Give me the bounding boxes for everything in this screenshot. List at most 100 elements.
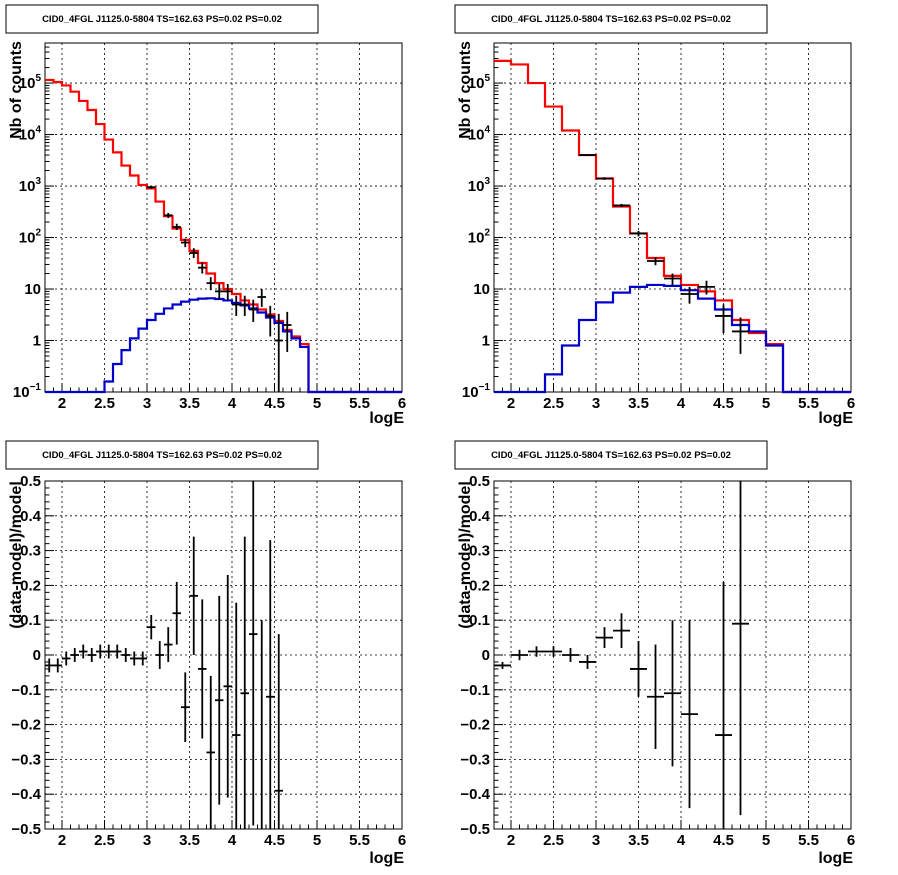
title-box [5,440,319,470]
x-tick-label: 3.5 [179,395,200,412]
x-tick-label: 4 [228,832,237,849]
y-axis-label: (data-model)/model [8,481,25,629]
source-model-histogram [494,283,851,394]
y-tick-label: 0 [33,647,41,664]
y-tick-label: −0.3 [11,751,41,768]
x-tick-label: 2.5 [94,832,115,849]
x-tick-label: 2.5 [543,832,564,849]
y-tick-exponent: 2 [484,228,490,239]
x-axis-label: logE [369,410,404,427]
y-axis-label: Nb of counts [8,41,25,139]
x-tick-label: 5 [313,832,321,849]
x-tick-label: 2 [58,395,66,412]
plot-frame [44,42,403,393]
total-model-histogram [494,59,851,394]
y-tick-label: 10 [24,281,41,298]
y-axis-label: Nb of counts [457,41,474,139]
x-tick-label: 2 [58,832,66,849]
y-tick-label: 0.2 [469,577,490,594]
x-axis-label: logE [369,850,404,867]
x-tick-label: 4 [677,832,686,849]
plot-frame [493,42,852,393]
y-tick-label: −0.1 [460,682,490,699]
source-model-histogram [45,297,402,394]
panel-residual-right: CID0_4FGL J1125.0-5804 TS=162.63 PS=0.02… [454,440,855,867]
x-tick-label: 5.5 [798,395,819,412]
y-tick-label: 102 [19,228,42,247]
y-tick-label: 0.5 [20,473,41,490]
y-tick-label: 10−1 [13,382,42,401]
x-tick-label: 5.5 [798,832,819,849]
y-tick-label: 0.3 [20,543,41,560]
y-tick-label: 10−1 [462,382,491,401]
y-tick-label: 0.4 [20,508,42,525]
y-tick-exponent: 5 [35,73,41,84]
x-tick-label: 3 [143,395,151,412]
x-tick-label: 4 [677,395,686,412]
total-model-histogram [45,78,402,394]
panel-residual-left: CID0_4FGL J1125.0-5804 TS=162.63 PS=0.02… [5,440,406,867]
y-tick-label: 0.3 [469,543,490,560]
title-box [454,4,768,34]
y-tick-label: −0.5 [460,821,490,838]
x-tick-label: 2 [507,832,515,849]
x-tick-label: 6 [398,395,406,412]
x-tick-label: 4.5 [713,395,734,412]
x-axis-label: logE [818,410,853,427]
y-tick-label: 1 [33,333,41,350]
x-tick-label: 4.5 [713,832,734,849]
panel-title: CID0_4FGL J1125.0-5804 TS=162.63 PS=0.02… [491,450,731,461]
y-tick-label: 10 [473,281,490,298]
panel-title: CID0_4FGL J1125.0-5804 TS=162.63 PS=0.02… [42,14,282,25]
y-tick-label: −0.3 [460,751,490,768]
x-tick-label: 4.5 [264,395,285,412]
y-tick-exponent: 3 [35,176,41,187]
x-tick-label: 5.5 [349,395,370,412]
x-tick-label: 3.5 [628,395,649,412]
y-tick-label: 0.2 [20,577,41,594]
x-tick-label: 2.5 [94,395,115,412]
y-axis-label: (data-model)/model [457,481,474,629]
plot-frame [44,480,403,830]
x-tick-label: 5 [762,832,770,849]
panel-counts-left: CID0_4FGL J1125.0-5804 TS=162.63 PS=0.02… [5,4,406,427]
panel-title: CID0_4FGL J1125.0-5804 TS=162.63 PS=0.02… [491,14,731,25]
x-tick-label: 4 [228,395,237,412]
y-tick-label: 0.1 [469,612,490,629]
x-tick-label: 3 [143,832,151,849]
x-tick-label: 3.5 [179,832,200,849]
y-tick-label: 0.1 [20,612,41,629]
y-tick-exponent: 4 [484,125,490,136]
residual-plot-right: 2 2.5 3 3.5 4 4.5 5 5.5 6 −0.5 −0.4 −0.3 −0.2 −0.1 0 0.… [460,473,855,849]
title-box [454,440,768,470]
y-tick-label: 0 [482,647,490,664]
x-tick-label: 4.5 [264,832,285,849]
x-tick-label: 6 [847,395,855,412]
title-box [5,4,319,34]
y-tick-label: −0.5 [11,821,41,838]
x-axis-label: logE [818,850,853,867]
y-tick-label: −0.4 [460,786,490,803]
x-tick-label: 3 [592,395,600,412]
panel-counts-right: CID0_4FGL J1125.0-5804 TS=162.63 PS=0.02… [454,4,855,427]
y-tick-exponent: 2 [35,228,41,239]
y-tick-label: 0.5 [469,473,490,490]
y-tick-exponent: −1 [30,382,42,393]
x-tick-label: 5 [313,395,321,412]
y-tick-label: 0.4 [469,508,491,525]
x-tick-label: 3 [592,832,600,849]
x-tick-label: 6 [398,832,406,849]
y-tick-exponent: −1 [479,382,491,393]
y-tick-exponent: 5 [484,73,490,84]
x-tick-label: 5.5 [349,832,370,849]
x-tick-label: 5 [762,395,770,412]
y-tick-label: 1 [482,333,490,350]
panel-title: CID0_4FGL J1125.0-5804 TS=162.63 PS=0.02… [42,450,282,461]
y-tick-exponent: 4 [35,125,41,136]
x-tick-label: 2.5 [543,395,564,412]
y-tick-exponent: 3 [484,176,490,187]
x-tick-label: 2 [507,395,515,412]
y-tick-label: −0.1 [11,682,41,699]
